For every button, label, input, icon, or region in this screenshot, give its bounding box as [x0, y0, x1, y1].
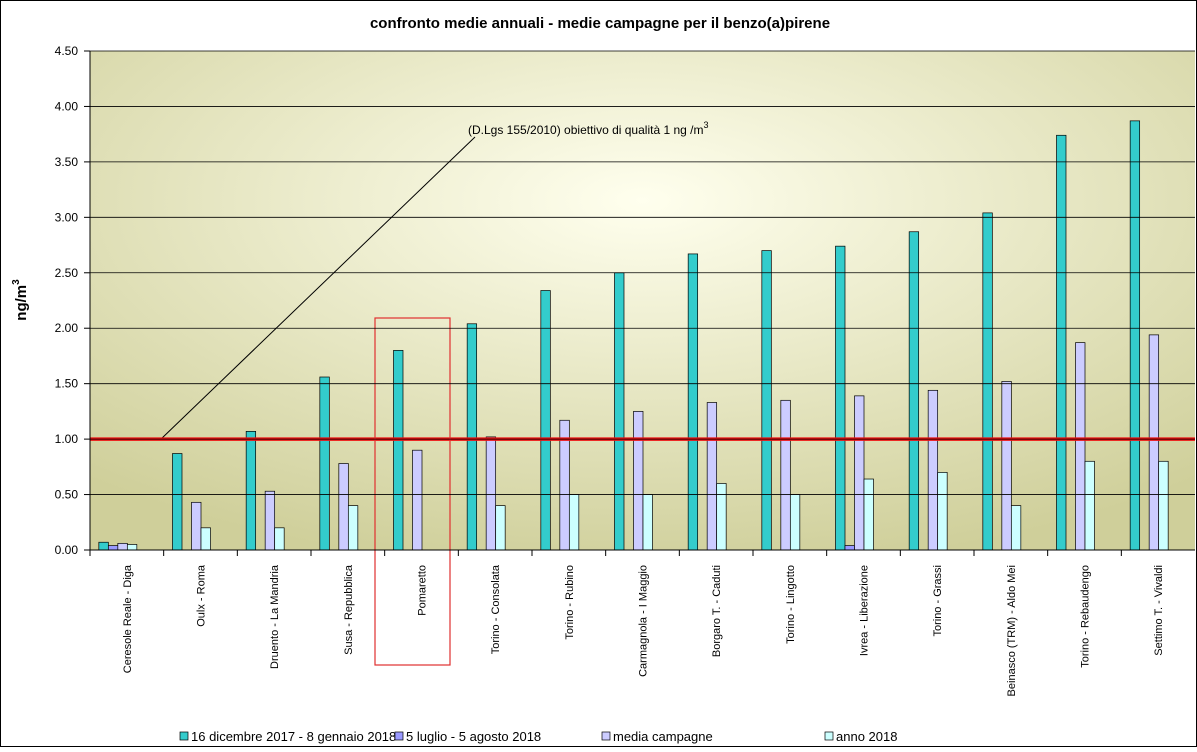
bar: [927, 389, 939, 551]
bar: [854, 395, 865, 551]
bar: [107, 545, 119, 551]
bar: [1129, 120, 1141, 551]
y-tick-label: 4.00: [55, 99, 79, 113]
legend-swatch: [179, 731, 189, 741]
annotation-leader: [159, 136, 476, 441]
bar: [338, 463, 349, 551]
legend-swatch: [824, 731, 834, 741]
annotation: (D.Lgs 155/2010) obiettivo di qualità 1 …: [468, 120, 709, 137]
bar: [844, 545, 855, 551]
bar: [274, 527, 285, 551]
bar: [1010, 505, 1022, 551]
bar: [706, 402, 718, 551]
bar: [568, 494, 580, 551]
x-tick-label: Torino - Consolata: [490, 564, 502, 654]
bar: [761, 250, 772, 551]
annotation-text: (D.Lgs 155/2010) obiettivo di qualità 1 …: [468, 123, 703, 137]
bar: [495, 505, 506, 551]
x-tick-label: Susa - Repubblica: [343, 564, 355, 655]
bar: [1075, 342, 1086, 551]
bar: [1158, 460, 1169, 551]
legend-label: anno 2018: [836, 729, 897, 744]
bar: [633, 411, 644, 551]
bar: [485, 436, 497, 551]
bar: [1148, 334, 1160, 551]
x-tick-label: Torino - Grassi: [932, 565, 944, 637]
bar: [98, 541, 109, 551]
bar: [982, 212, 993, 551]
y-axis-label: ng/m3: [11, 279, 30, 321]
bar: [863, 478, 874, 551]
x-tick-label: Pomaretto: [417, 565, 429, 616]
x-tick-label: Druento - La Mandria: [269, 564, 281, 669]
bar: [908, 231, 920, 551]
y-tick-label: 4.50: [55, 44, 79, 58]
bar: [393, 350, 404, 551]
bar: [1056, 134, 1067, 551]
legend-label: 5 luglio - 5 agosto 2018: [406, 729, 541, 744]
bar: [1084, 460, 1095, 551]
x-tick-label: Carmagnola - I Maggio: [638, 565, 650, 677]
x-tick-label: Torino - Rubino: [564, 565, 576, 640]
bar: [245, 430, 257, 551]
bar: [687, 253, 699, 551]
annotation-sup: 3: [703, 120, 708, 130]
y-tick-label: 2.00: [55, 321, 79, 335]
bar: [126, 544, 138, 551]
bar: [642, 494, 653, 551]
y-axis-label-sup: 3: [11, 279, 22, 285]
x-tick-label: Ivrea - Liberazione: [859, 565, 871, 656]
bar: [466, 323, 478, 551]
bar: [614, 272, 625, 551]
x-tick-label: Torino - Lingotto: [785, 565, 797, 644]
chart-title: confronto medie annuali - medie campagne…: [370, 15, 830, 32]
legend-swatch: [601, 731, 611, 741]
x-tick-label: Borgaro T. - Caduti: [711, 565, 723, 657]
legend-label: 16 dicembre 2017 - 8 gennaio 2018: [191, 729, 396, 744]
bar: [937, 472, 948, 551]
x-tick-label: Settimo T. - Vivaldi: [1153, 565, 1165, 656]
bar: [716, 483, 727, 551]
bar: [789, 494, 801, 551]
legend-label: media campagne: [613, 729, 713, 744]
bar: [117, 542, 128, 551]
y-tick-label: 2.50: [55, 266, 79, 280]
y-tick-label: 0.50: [55, 488, 79, 502]
bar: [264, 490, 276, 551]
x-tick-label: Oulx - Roma: [196, 564, 208, 627]
y-tick-label: 0.00: [55, 543, 79, 557]
y-axis-label-text: ng/m: [13, 285, 30, 321]
y-tick-label: 3.00: [55, 210, 79, 224]
x-tick-label: Ceresole Reale - Diga: [122, 564, 134, 673]
bar: [780, 399, 791, 551]
y-tick-label: 1.50: [55, 377, 79, 391]
x-tick-label: Beinasco (TRM) - Aldo Mei: [1006, 565, 1018, 696]
bar: [835, 245, 846, 551]
legend-swatch: [394, 731, 404, 741]
bar: [200, 527, 211, 551]
bar: [540, 290, 551, 551]
x-tick-label: Torino - Rebaudengo: [1080, 565, 1092, 668]
bar: [347, 505, 359, 551]
bar: [172, 453, 183, 551]
bar: [319, 376, 330, 551]
bar: [412, 449, 423, 551]
y-tick-label: 1.00: [55, 432, 79, 446]
bar: [191, 501, 202, 551]
bar: [1001, 381, 1012, 551]
y-tick-label: 3.50: [55, 155, 79, 169]
highlight-box: [374, 317, 451, 666]
